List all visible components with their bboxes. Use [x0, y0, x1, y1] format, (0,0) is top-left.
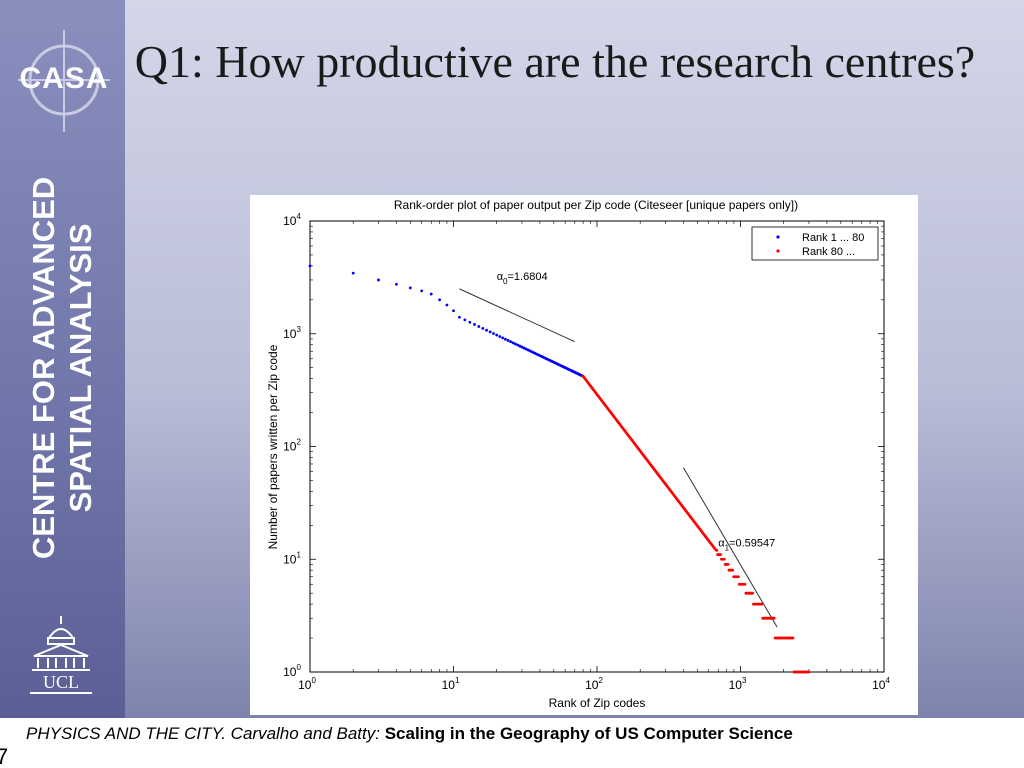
x-tick-label: 101	[442, 676, 460, 692]
series-point	[481, 327, 485, 330]
y-tick-label: 104	[283, 212, 301, 228]
series-point	[485, 328, 488, 332]
ucl-portico-icon: UCL	[30, 616, 92, 694]
series-point	[498, 335, 502, 338]
slide-number: 7	[0, 744, 9, 768]
sidebar-vertical-title: CENTRE FOR ADVANCED SPATIAL ANALYSIS	[25, 177, 99, 559]
series-point	[429, 292, 433, 296]
series-point	[772, 616, 776, 620]
series-point	[501, 336, 505, 340]
page-title: Q1: How productive are the research cent…	[134, 36, 976, 87]
series-point	[452, 309, 455, 313]
series-point	[719, 553, 722, 556]
legend-marker	[776, 235, 780, 239]
y-tick-label: 102	[283, 438, 301, 454]
ucl-logo: UCL	[24, 614, 98, 694]
fit-line	[682, 467, 778, 628]
legend-entry: Rank 80 ...	[802, 246, 855, 258]
legend: Rank 1 ... 80 Rank 80 ...	[751, 226, 879, 261]
footer-bar	[0, 718, 1024, 768]
fit-annotations: α0=1.6804 α1=0.59547	[459, 271, 778, 628]
x-tick-label: 103	[729, 676, 747, 692]
y-tick-label: 101	[283, 550, 301, 566]
series-point	[408, 286, 412, 290]
series-points	[308, 264, 811, 674]
series-point	[511, 341, 515, 345]
series-point	[715, 548, 719, 552]
series-point	[473, 323, 476, 326]
x-axis-label: Rank of Zip codes	[549, 696, 646, 710]
y-axis-label: Number of papers written per Zip code	[266, 344, 280, 549]
series-point	[516, 343, 520, 347]
series-point	[458, 315, 461, 319]
y-tick-label: 100	[283, 663, 301, 679]
ucl-logo-text: UCL	[43, 672, 79, 692]
footer-citation: PHYSICS AND THE CITY. Carvalho and Batty…	[26, 724, 793, 744]
footer-citation-title: Scaling in the Geography of US Computer …	[384, 724, 793, 743]
series-point	[463, 318, 467, 322]
series-point	[509, 340, 513, 344]
rank-order-chart: Rank-order plot of paper output per Zip …	[266, 198, 890, 710]
series-point	[394, 282, 398, 286]
fit-label: α1=0.59547	[718, 537, 775, 552]
legend-entry: Rank 1 ... 80	[802, 232, 864, 244]
sidebar-vertical-line-1: CENTRE FOR ADVANCED	[26, 176, 61, 560]
casa-logo-text: CASA	[19, 62, 109, 95]
legend-box	[751, 226, 879, 261]
sidebar: CASA CENTRE FOR ADVANCED SPATIAL ANALYSI…	[0, 0, 125, 718]
series-point	[504, 337, 507, 341]
series-point	[726, 563, 730, 566]
sidebar-vertical-line-2: SPATIAL ANALYSIS	[63, 223, 98, 513]
series-point	[731, 568, 735, 572]
series-point	[495, 333, 499, 337]
x-tick-label: 102	[585, 676, 603, 692]
series-point	[488, 330, 492, 334]
series-point	[377, 278, 380, 282]
x-tick-label: 104	[872, 676, 890, 692]
figure-panel: Rank-order plot of paper output per Zip …	[250, 195, 918, 715]
series-point	[760, 602, 764, 606]
legend-marker	[776, 249, 780, 253]
series-point	[477, 325, 481, 328]
series-point	[807, 670, 811, 674]
series-point	[751, 591, 754, 595]
series-point	[518, 344, 522, 348]
series-point	[420, 289, 424, 293]
series-point	[468, 320, 472, 324]
y-tick-label: 103	[283, 325, 301, 341]
casa-crosshair-icon	[18, 30, 110, 132]
series-point	[506, 339, 510, 342]
series-point	[736, 575, 740, 579]
series-point	[445, 303, 449, 307]
x-tick-label: 100	[298, 676, 316, 692]
series-point	[351, 271, 355, 275]
casa-logo: CASA	[18, 30, 110, 132]
chart-title: Rank-order plot of paper output per Zip …	[394, 198, 798, 212]
series-point	[743, 582, 747, 586]
fit-label: α0=1.6804	[497, 271, 548, 286]
series-point	[722, 557, 726, 561]
plot-area	[309, 220, 885, 673]
series-point	[308, 264, 312, 268]
footer-citation-authors: PHYSICS AND THE CITY. Carvalho and Batty…	[26, 724, 385, 743]
series-point	[791, 636, 795, 640]
series-point	[492, 332, 495, 335]
series-point	[514, 342, 517, 346]
fit-line	[459, 288, 575, 343]
series-point	[438, 298, 441, 302]
